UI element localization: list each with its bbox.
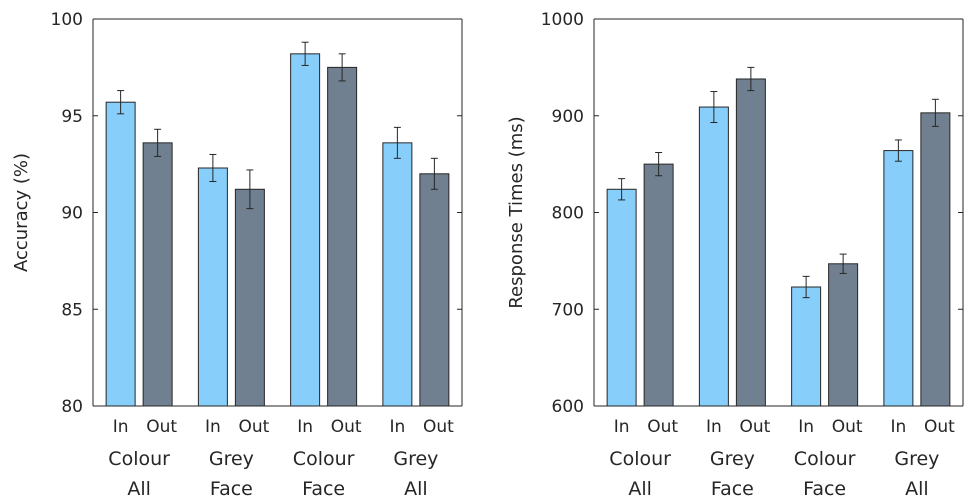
chart-panel-1: 80 85 90 95 100 Accuracy (%) In Out Colour All In O…: [11, 10, 463, 500]
group-label-line2: Face: [302, 478, 345, 499]
bar-label: Out: [924, 417, 955, 437]
bar-label: Out: [423, 417, 454, 437]
bar-out: [920, 112, 951, 407]
bar-out: [828, 263, 859, 407]
y-tick-label: 85: [61, 300, 83, 320]
bar-label: In: [205, 417, 221, 437]
group-label-line1: Grey: [393, 448, 438, 470]
bar-label: In: [113, 417, 129, 437]
y-tick-label: 900: [552, 107, 584, 127]
group-label-line1: Grey: [710, 448, 755, 470]
y-tick-label: 800: [552, 204, 584, 224]
group-label-line2: All: [905, 478, 929, 499]
group-label-line2: All: [127, 478, 151, 499]
bar-label: In: [614, 417, 630, 437]
bar-in: [791, 286, 822, 407]
y-axis-label: Accuracy (%): [11, 153, 32, 272]
y-tick-label: 600: [552, 397, 584, 417]
bar-out: [735, 78, 766, 407]
group-label-line2: All: [404, 478, 428, 499]
bar-out: [142, 142, 173, 407]
y-tick-label: 1000: [541, 10, 584, 30]
y-tick-label: 100: [51, 10, 83, 30]
bar-in: [698, 106, 729, 407]
bar-label: In: [389, 417, 405, 437]
bar-in: [197, 167, 228, 407]
group-label-line2: Face: [711, 478, 754, 499]
bar-label: Out: [832, 417, 863, 437]
group-label-line1: Colour: [108, 448, 170, 470]
bar-in: [290, 53, 321, 407]
bar-out: [234, 188, 265, 407]
bar-label: Out: [331, 417, 362, 437]
bar-label: Out: [647, 417, 678, 437]
group-label-line1: Colour: [293, 448, 355, 470]
bar-label: In: [890, 417, 906, 437]
y-tick-label: 80: [61, 397, 83, 417]
chart-panel-2: 600 700 800 900 1000 Response Times (ms) In Out…: [506, 10, 964, 500]
bar-out: [643, 163, 674, 407]
y-tick-label: 90: [61, 204, 83, 224]
group-label-line1: Colour: [609, 448, 671, 470]
bar-in: [606, 188, 637, 407]
group-label-line2: All: [628, 478, 652, 499]
bar-label: Out: [238, 417, 269, 437]
bar-in: [382, 142, 413, 407]
y-axis-label: Response Times (ms): [506, 116, 527, 308]
bar-label: In: [798, 417, 814, 437]
bar-out: [419, 173, 450, 407]
bar-out: [327, 66, 358, 407]
group-label-line2: Face: [210, 478, 253, 499]
group-label-line2: Face: [803, 478, 846, 499]
bar-in: [883, 150, 914, 407]
y-tick-label: 95: [61, 107, 83, 127]
bar-label: Out: [739, 417, 770, 437]
group-label-line1: Colour: [794, 448, 856, 470]
bar-label: In: [706, 417, 722, 437]
group-label-line1: Grey: [209, 448, 254, 470]
bar-in: [105, 101, 136, 407]
bar-label: Out: [146, 417, 177, 437]
group-label-line1: Grey: [894, 448, 939, 470]
bar-label: In: [297, 417, 313, 437]
y-tick-label: 700: [552, 300, 584, 320]
